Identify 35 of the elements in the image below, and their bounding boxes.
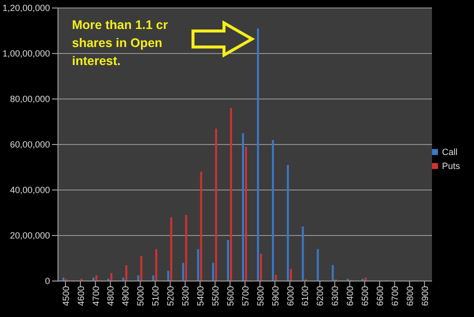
x-tick-label: 5600 (225, 286, 236, 306)
x-tick-label: 4800 (106, 286, 116, 306)
y-tick-label: 0 (44, 276, 50, 286)
annotation: More than 1.1 cr shares in Open interest. (72, 17, 169, 70)
x-tick-label: 6100 (300, 286, 310, 306)
x-tick-label: 4600 (76, 286, 86, 306)
x-tick-label: 6900 (420, 286, 430, 306)
x-tick-label: 5800 (255, 286, 266, 306)
x-tick-label: 5900 (270, 286, 280, 306)
x-tick-label: 6600 (375, 286, 386, 306)
x-tick-label: 5200 (166, 286, 176, 306)
x-tick-label: 5100 (150, 286, 161, 306)
x-tick-label: 6800 (404, 286, 415, 306)
x-tick-label: 5700 (240, 286, 250, 306)
y-tick-label: 40,00,000 (10, 185, 50, 196)
legend-label: Puts (442, 160, 460, 170)
y-tick-label: 60,00,000 (10, 140, 50, 150)
y-tick-label: 1,00,00,000 (2, 48, 50, 59)
x-tick-label: 6000 (285, 286, 296, 306)
x-tick-label: 6200 (315, 286, 326, 306)
y-tick-label: 20,00,000 (10, 230, 50, 241)
x-tick-label: 6500 (360, 286, 370, 306)
x-tick-label: 4500 (60, 286, 71, 306)
y-tick-label: 1,20,00,000 (2, 3, 50, 14)
x-tick-label: 6700 (390, 286, 400, 306)
x-tick-label: 6400 (345, 286, 356, 306)
x-tick-label: 6300 (330, 286, 340, 306)
x-tick-label: 4900 (120, 286, 131, 306)
x-tick-label: 5500 (210, 286, 220, 306)
x-tick-label: 5300 (180, 286, 191, 306)
x-tick-label: 5000 (136, 286, 146, 306)
x-tick-label: 4700 (90, 286, 101, 306)
legend-label: Call (442, 146, 458, 156)
x-tick-label: 5400 (196, 286, 206, 306)
y-tick-label: 80,00,000 (10, 94, 50, 104)
